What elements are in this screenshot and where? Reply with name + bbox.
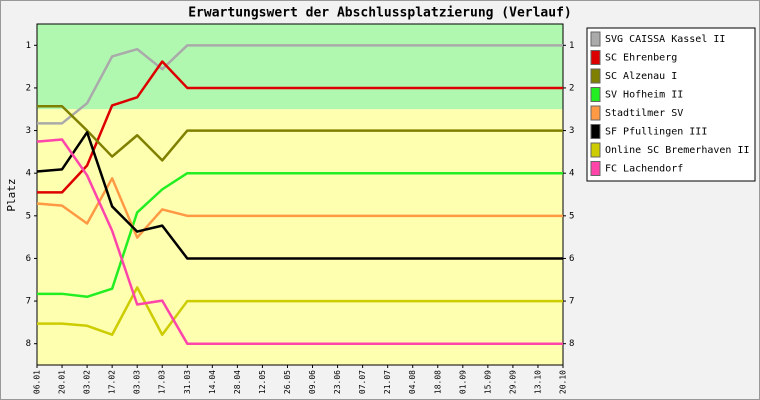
x-tick-label: 14.04	[208, 370, 217, 394]
series-line	[37, 105, 563, 162]
x-tick-label: 13.10	[533, 370, 542, 394]
legend-swatch	[590, 105, 601, 121]
y-tick-label: 1	[26, 41, 31, 51]
x-tick-label: 07.07	[358, 370, 367, 394]
x-tick-label: 17.02	[108, 370, 117, 394]
y-tick-label: 5	[26, 211, 31, 221]
band	[37, 109, 563, 365]
x-tick-label: 28.04	[233, 370, 242, 394]
x-tick-label: 12.05	[258, 370, 267, 394]
y-tick-label: 6	[26, 254, 31, 264]
legend-swatch	[590, 142, 601, 158]
series-line	[37, 44, 563, 125]
legend-swatch	[590, 31, 601, 47]
legend-swatch	[590, 161, 601, 176]
legend-box	[586, 27, 756, 182]
y-tick-label: 3	[26, 126, 31, 136]
y-tick-label-right: 3	[569, 126, 574, 136]
legend-label: FC Lachendorf	[605, 164, 683, 175]
y-tick-label-right: 6	[569, 254, 574, 264]
x-tick-label: 01.09	[458, 370, 467, 394]
x-tick-label: 29.09	[508, 370, 517, 394]
series-line	[37, 171, 563, 299]
y-tick-label: 4	[26, 169, 31, 179]
legend-swatch	[590, 68, 601, 84]
y-tick-label-right: 2	[569, 83, 574, 93]
x-tick-label: 20.01	[58, 370, 67, 394]
legend-label: SF Pfullingen III	[605, 127, 707, 138]
x-tick-label: 09.06	[308, 370, 317, 394]
series-line	[36, 131, 563, 260]
y-tick-label-right: 4	[569, 169, 574, 179]
y-tick-label-right: 5	[569, 211, 574, 221]
legend-label: Online SC Bremerhaven II	[605, 145, 750, 156]
band	[37, 24, 563, 110]
y-tick-label: 7	[26, 297, 31, 307]
chart-title: Erwartungswert der Abschlussplatzierung …	[188, 6, 572, 21]
legend-swatch	[590, 50, 601, 65]
x-tick-label: 15.09	[483, 370, 492, 394]
y-tick-label: 2	[26, 83, 31, 93]
x-tick-label: 31.03	[183, 370, 192, 394]
y-tick-label-right: 7	[569, 297, 574, 307]
series-line	[36, 177, 563, 239]
series-line	[36, 138, 563, 345]
legend-swatch	[590, 124, 601, 139]
legend-swatch	[590, 87, 601, 102]
series-line	[37, 286, 563, 336]
series-line	[37, 60, 563, 194]
legend-label: SVG CAISSA Kassel II	[605, 34, 725, 45]
x-tick-label: 03.02	[83, 370, 92, 394]
legend-label: SV Hofheim II	[605, 90, 683, 101]
legend-label: Stadtilmer SV	[605, 108, 683, 119]
y-tick-label-right: 8	[569, 339, 574, 349]
x-tick-label: 23.06	[333, 370, 342, 394]
x-tick-label: 26.05	[283, 370, 292, 394]
x-tick-label: 06.01	[33, 370, 42, 394]
y-tick-label: 8	[26, 339, 31, 349]
x-tick-label: 04.08	[408, 370, 417, 394]
y-axis-label: Platz	[5, 178, 18, 211]
plot-border	[36, 23, 564, 366]
x-tick-label: 03.03	[133, 370, 142, 394]
x-tick-label: 21.07	[383, 370, 392, 394]
x-tick-label: 17.03	[158, 370, 167, 394]
legend-label: SC Alzenau I	[605, 71, 677, 82]
y-tick-label-right: 1	[569, 41, 574, 51]
legend-label: SC Ehrenberg	[605, 53, 677, 64]
x-tick-label: 20.10	[559, 370, 568, 394]
x-tick-label: 18.08	[433, 370, 442, 394]
